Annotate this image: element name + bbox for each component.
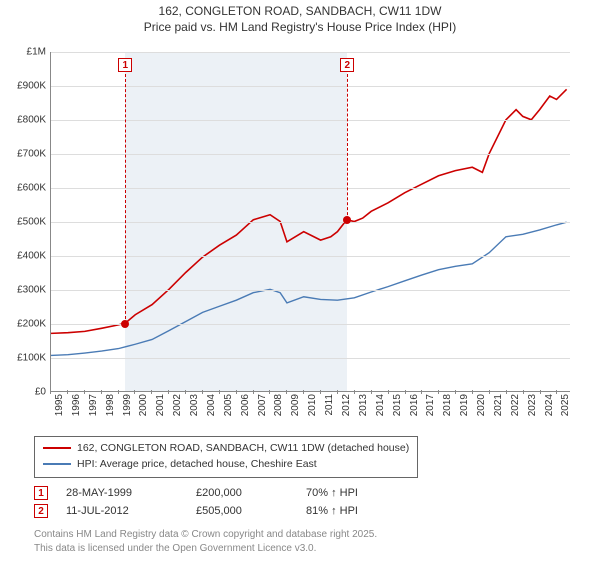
x-tick-label: 2014 <box>375 394 386 416</box>
y-tick-label: £600K <box>17 183 46 194</box>
x-tick-label: 1995 <box>54 394 65 416</box>
y-tick-label: £400K <box>17 251 46 262</box>
x-tick-label: 2016 <box>409 394 420 416</box>
page-title: 162, CONGLETON ROAD, SANDBACH, CW11 1DW <box>0 4 600 18</box>
x-tick-label: 2025 <box>560 394 571 416</box>
x-tick-label: 2002 <box>172 394 183 416</box>
x-tick-label: 2017 <box>425 394 436 416</box>
marker-dashed-line <box>125 74 126 324</box>
y-tick-label: £700K <box>17 149 46 160</box>
legend: 162, CONGLETON ROAD, SANDBACH, CW11 1DW … <box>34 436 418 478</box>
transaction-price: £200,000 <box>196 487 306 499</box>
marker-label-box: 2 <box>340 58 354 72</box>
x-axis: 1995 1996 1997 1998 1999 2000 2001 2002 2003 2004… <box>50 394 570 442</box>
y-tick-label: £300K <box>17 285 46 296</box>
transaction-hpi: 81% ↑ HPI <box>306 505 416 517</box>
transaction-index: 2 <box>34 504 48 518</box>
y-tick-label: £500K <box>17 217 46 228</box>
x-tick-label: 2013 <box>358 394 369 416</box>
x-tick-label: 2015 <box>392 394 403 416</box>
legend-swatch <box>43 447 71 449</box>
x-tick-label: 2020 <box>476 394 487 416</box>
x-tick-label: 2011 <box>324 394 335 416</box>
y-tick-label: £900K <box>17 81 46 92</box>
series-line <box>51 89 567 333</box>
legend-label: HPI: Average price, detached house, Ches… <box>77 458 317 470</box>
x-tick-label: 2001 <box>155 394 166 416</box>
y-tick-label: £1M <box>27 47 46 58</box>
marker-dot <box>343 216 351 224</box>
x-tick-label: 1998 <box>105 394 116 416</box>
legend-item: 162, CONGLETON ROAD, SANDBACH, CW11 1DW … <box>43 441 409 457</box>
legend-item: HPI: Average price, detached house, Ches… <box>43 457 409 473</box>
transaction-date: 28-MAY-1999 <box>66 487 196 499</box>
x-tick-label: 2018 <box>442 394 453 416</box>
x-tick-label: 2000 <box>138 394 149 416</box>
footer-line-1: Contains HM Land Registry data © Crown c… <box>34 528 377 542</box>
transaction-hpi: 70% ↑ HPI <box>306 487 416 499</box>
legend-label: 162, CONGLETON ROAD, SANDBACH, CW11 1DW … <box>77 442 409 454</box>
x-tick-label: 2023 <box>527 394 538 416</box>
x-tick-label: 2008 <box>273 394 284 416</box>
transaction-rows: 1 28-MAY-1999£200,00070% ↑ HPI 2 11-JUL-201… <box>34 482 416 518</box>
page-subtitle: Price paid vs. HM Land Registry's House … <box>0 20 600 34</box>
x-tick-label: 1996 <box>71 394 82 416</box>
x-tick-label: 1997 <box>88 394 99 416</box>
y-tick-label: £0 <box>35 387 46 398</box>
x-tick-label: 2007 <box>257 394 268 416</box>
transaction-date: 11-JUL-2012 <box>66 505 196 517</box>
footer: Contains HM Land Registry data © Crown c… <box>34 528 377 555</box>
marker-dot <box>121 320 129 328</box>
transaction-index: 1 <box>34 486 48 500</box>
x-tick-label: 2024 <box>544 394 555 416</box>
x-tick-label: 1999 <box>122 394 133 416</box>
x-tick-label: 2010 <box>307 394 318 416</box>
marker-label-box: 1 <box>118 58 132 72</box>
x-tick-label: 2019 <box>459 394 470 416</box>
series-line <box>51 222 567 355</box>
x-tick-label: 2022 <box>510 394 521 416</box>
transaction-price: £505,000 <box>196 505 306 517</box>
y-tick-label: £100K <box>17 353 46 364</box>
footer-line-2: This data is licensed under the Open Gov… <box>34 542 377 556</box>
transaction-row: 1 28-MAY-1999£200,00070% ↑ HPI <box>34 486 416 500</box>
chart-area: 12 <box>50 52 570 392</box>
legend-swatch <box>43 463 71 465</box>
y-tick-label: £800K <box>17 115 46 126</box>
x-tick-label: 2003 <box>189 394 200 416</box>
x-tick-label: 2012 <box>341 394 352 416</box>
x-tick-label: 2021 <box>493 394 504 416</box>
x-tick-label: 2004 <box>206 394 217 416</box>
marker-dashed-line <box>347 74 348 220</box>
x-tick-label: 2009 <box>290 394 301 416</box>
x-tick-label: 2006 <box>240 394 251 416</box>
x-tick-label: 2005 <box>223 394 234 416</box>
y-tick-label: £200K <box>17 319 46 330</box>
transaction-row: 2 11-JUL-2012£505,00081% ↑ HPI <box>34 504 416 518</box>
